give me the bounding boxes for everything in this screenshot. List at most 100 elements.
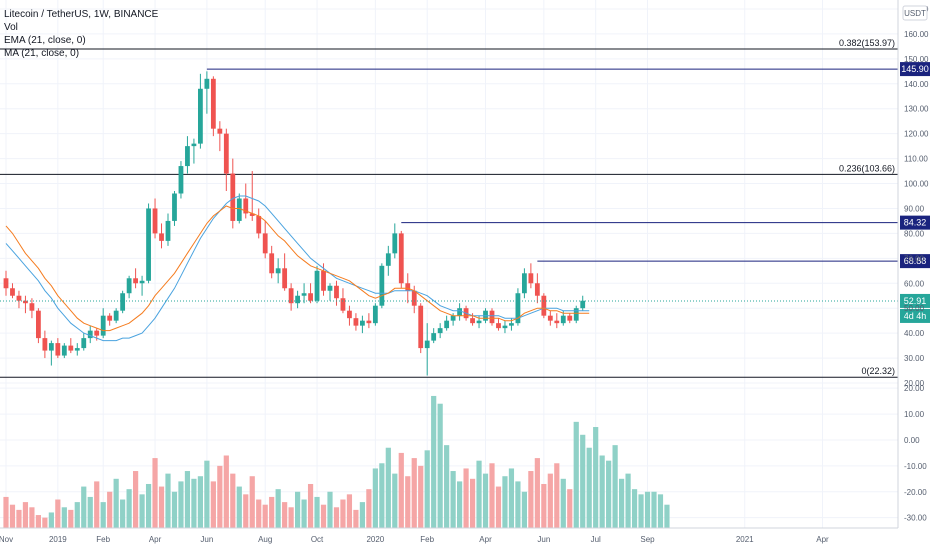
candle-body [372, 305, 378, 324]
volume-bar [333, 507, 340, 528]
candle-body [3, 278, 9, 289]
time-tick-label: Jun [537, 535, 550, 544]
volume-bar [113, 478, 119, 528]
volume-bar [619, 478, 625, 528]
price-tick-label: 160.00 [904, 30, 929, 39]
level-price-tag: 68.88 [900, 254, 930, 269]
candle-body [139, 280, 145, 284]
volume-bar [249, 476, 255, 528]
time-tick-label: Nov [0, 535, 13, 544]
candle-body [360, 320, 365, 326]
volume-bar [664, 504, 670, 528]
candle-body [282, 268, 288, 289]
volume-bar [392, 473, 398, 528]
volume-bar [398, 452, 404, 528]
volume-bar [120, 499, 126, 528]
candle-body [29, 303, 35, 311]
volume-bar [534, 458, 540, 528]
volume-bar [521, 491, 527, 528]
candle-body [107, 315, 113, 321]
ema-legend[interactable]: EMA (21, close, 0) [4, 35, 86, 46]
candle-body [327, 285, 333, 291]
candle-body [191, 143, 197, 147]
volume-bar [295, 491, 301, 528]
time-tick-label: 2021 [736, 535, 754, 544]
volume-bar [482, 473, 489, 528]
volume-bar [424, 450, 430, 528]
time-tick-label: Apr [479, 535, 492, 544]
candle-body [347, 310, 352, 319]
candle-body [411, 290, 417, 306]
volume-bar [29, 507, 35, 528]
candle-body [580, 300, 586, 309]
candle-body [198, 88, 203, 144]
candle-body [308, 293, 313, 301]
candle-body [496, 323, 501, 329]
price-tick-label: 50.00 [904, 304, 925, 313]
candle-body [534, 283, 540, 296]
candle-body [554, 320, 560, 324]
volume-tick-label: -20.00 [904, 488, 927, 497]
volume-bar [489, 463, 495, 528]
candle-body [94, 330, 100, 336]
volume-bar [560, 478, 566, 528]
volume-bar [269, 496, 275, 528]
current-price-tag: 52.91 4d 4h [900, 293, 930, 323]
volume-bar [197, 476, 203, 528]
volume-bar [145, 483, 152, 528]
volume-bar [217, 465, 223, 528]
level-tag-bg [900, 215, 930, 230]
candle-body [113, 310, 119, 321]
volume-bar [366, 489, 372, 528]
volume-bar [418, 465, 424, 528]
volume-bar [508, 468, 515, 528]
volume-bar [599, 455, 605, 528]
volume-bar [61, 507, 67, 528]
time-tick-label: 2020 [366, 535, 384, 544]
candle-body [100, 315, 106, 336]
candle-body [230, 173, 236, 221]
volume-bar [223, 455, 229, 528]
volume-legend[interactable]: Vol [4, 22, 18, 33]
symbol-title[interactable]: Litecoin / TetherUS, 1W, BINANCE [4, 9, 159, 20]
candle-body [444, 320, 450, 329]
price-tick-label: 80.00 [904, 229, 925, 238]
candle-body [340, 298, 346, 311]
time-tick-label: Oct [311, 535, 324, 544]
volume-bar [437, 403, 443, 528]
ma-legend[interactable]: MA (21, close, 0) [4, 48, 80, 59]
volume-bar [340, 499, 346, 528]
chart-legend: Litecoin / TetherUS, 1W, BINANCE Vol EMA… [4, 8, 158, 60]
candle-body [314, 270, 320, 301]
volume-bar [9, 504, 16, 528]
candle-body [185, 146, 190, 167]
level-price-tag: 84.32 [900, 215, 930, 230]
volume-bar [35, 515, 41, 528]
volume-bar [638, 494, 644, 528]
candle-body [152, 208, 158, 234]
moving-averages [5, 195, 590, 342]
price-tick-label: 90.00 [904, 204, 925, 213]
candle-body [217, 128, 223, 134]
candles [3, 71, 586, 376]
volume-bar [528, 471, 534, 528]
volume-bar [612, 445, 618, 528]
candle-body [81, 338, 87, 349]
volume-bar [133, 471, 139, 528]
volume-bar [379, 463, 385, 528]
volume-bars [3, 395, 670, 528]
volume-bar [657, 494, 664, 528]
candle-body [249, 213, 255, 216]
price-tick-label: 20.00 [904, 379, 925, 388]
volume-bar [191, 478, 197, 528]
volume-bar [586, 447, 592, 528]
volume-bar [204, 460, 210, 528]
candle-body [502, 325, 508, 329]
volume-bar [74, 502, 80, 528]
candle-body [547, 315, 553, 321]
candle-body [418, 305, 424, 349]
candle-body [55, 343, 61, 356]
candle-body [223, 133, 229, 174]
